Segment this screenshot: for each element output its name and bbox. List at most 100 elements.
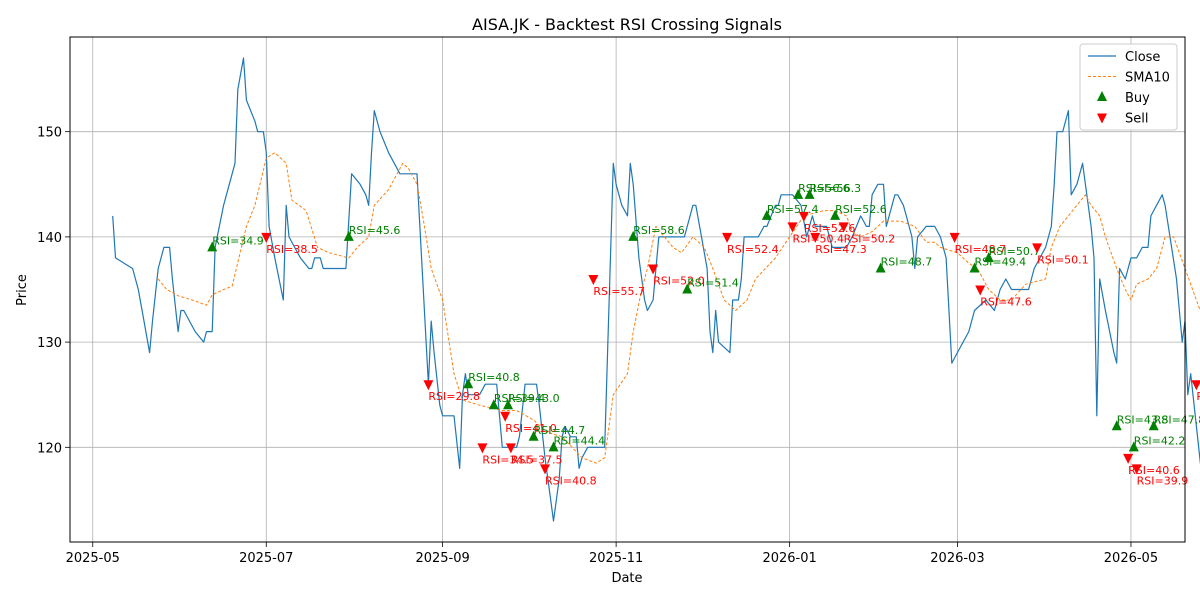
sell-marker: [838, 222, 849, 233]
sell-marker: [1123, 453, 1134, 464]
buy-marker: [463, 378, 474, 389]
sell-marker: [505, 443, 516, 454]
sell-marker: [423, 380, 434, 391]
sell-rsi-label: RSI=52.0: [653, 274, 705, 287]
buy-marker: [969, 262, 980, 273]
buy-rsi-label: RSI=56.3: [810, 182, 862, 195]
sell-rsi-label: RSI=40.8: [545, 474, 597, 487]
x-tick-label: 2026-01: [762, 551, 816, 566]
y-tick-label: 140: [37, 231, 62, 246]
y-tick-label: 130: [37, 336, 62, 351]
buy-rsi-label: RSI=45.6: [349, 224, 401, 237]
sell-marker: [975, 285, 986, 296]
buy-rsi-label: RSI=51.4: [687, 277, 739, 290]
buy-marker: [793, 188, 804, 199]
buy-marker: [528, 430, 539, 441]
legend-label: Close: [1125, 50, 1160, 65]
buy-marker: [1148, 420, 1159, 431]
buy-rsi-label: RSI=44.4: [554, 434, 606, 447]
buy-rsi-label: RSI=52.6: [835, 203, 887, 216]
sell-rsi-label: RSI=34.5: [482, 453, 534, 466]
buy-rsi-label: RSI=40.8: [468, 371, 520, 384]
close-price-line: [112, 57, 1200, 522]
sell-rsi-label: RSI=50.2: [844, 232, 896, 245]
sell-marker: [500, 411, 511, 422]
buy-marker: [548, 441, 559, 452]
buy-rsi-label: RSI=47.8: [1154, 413, 1200, 426]
x-axis-title: Date: [611, 571, 642, 586]
sell-rsi-label: RSI=52.4: [727, 243, 779, 256]
x-tick-label: 2025-09: [415, 551, 469, 566]
buy-marker: [488, 399, 499, 410]
sell-marker: [648, 264, 659, 275]
sell-marker: [1131, 464, 1142, 475]
buy-marker: [503, 399, 514, 410]
sell-marker: [722, 232, 733, 243]
sell-marker: [798, 211, 809, 222]
buy-marker: [343, 230, 354, 241]
y-tick-label: 120: [37, 441, 62, 456]
buy-rsi-label: RSI=44.7: [534, 424, 586, 437]
y-tick-label: 150: [37, 126, 62, 141]
chart-title: AISA.JK - Backtest RSI Crossing Signals: [472, 15, 782, 34]
buy-marker: [1128, 441, 1139, 452]
x-tick-label: 2025-11: [589, 551, 643, 566]
y-axis-title: Price: [15, 274, 30, 306]
buy-rsi-label: RSI=57.4: [767, 203, 819, 216]
buy-marker: [207, 241, 218, 252]
sell-rsi-label: RSI=50.1: [1037, 253, 1089, 266]
buy-marker: [682, 283, 693, 294]
legend: Close SMA10 Buy Sell: [1079, 43, 1178, 131]
sell-rsi-label: RSI=38.5: [266, 243, 318, 256]
sell-marker: [949, 232, 960, 243]
legend-label: SMA10: [1125, 71, 1170, 86]
sell-marker: [477, 443, 488, 454]
sell-rsi-label: RSI=55.7: [593, 285, 645, 298]
sell-marker: [540, 464, 551, 475]
legend-buy-icon: [1097, 91, 1107, 101]
sell-rsi-label: RSI=48.7: [955, 243, 1007, 256]
buy-marker: [1111, 420, 1122, 431]
sell-rsi-label: RSI=37.5: [511, 453, 563, 466]
buy-rsi-label: RSI=34.9: [212, 234, 264, 247]
sell-rsi-label: RSI=29.8: [428, 390, 480, 403]
buy-marker: [804, 188, 815, 199]
x-tick-label: 2026-03: [930, 551, 984, 566]
legend-sell-icon: [1097, 113, 1107, 124]
x-tick-label: 2025-07: [239, 551, 293, 566]
legend-label: Buy: [1125, 91, 1150, 106]
sell-marker: [1191, 380, 1200, 391]
buy-rsi-label: RSI=56.6: [798, 182, 850, 195]
buy-marker: [761, 209, 772, 220]
sell-rsi-label: RSI=47.6: [980, 296, 1032, 309]
series-layer: [112, 57, 1200, 522]
legend-label: Sell: [1125, 112, 1148, 127]
grid-layer: [70, 37, 1185, 542]
buy-marker: [983, 251, 994, 262]
buy-marker: [875, 262, 886, 273]
sma10-line: [157, 152, 1200, 464]
buy-rsi-label: RSI=43.0: [508, 392, 560, 405]
sell-marker: [261, 232, 272, 243]
buy-rsi-label: RSI=43.8: [1117, 413, 1169, 426]
buy-rsi-label: RSI=50.7: [989, 245, 1041, 258]
buy-marker: [628, 230, 639, 241]
buy-rsi-label: RSI=58.6: [633, 224, 685, 237]
buy-rsi-label: RSI=48.7: [881, 255, 933, 268]
plot-area-frame: [69, 36, 1186, 543]
x-tick-label: 2026-05: [1104, 551, 1158, 566]
sell-rsi-label: RSI=41.0: [505, 422, 557, 435]
buy-marker: [830, 209, 841, 220]
sell-rsi-label: RSI=40.6: [1128, 464, 1180, 477]
sell-marker: [588, 274, 599, 285]
legend-box: [1079, 43, 1178, 131]
sell-rsi-label: RSI=47.3: [815, 243, 867, 256]
axis-layer: 2025-05 2025-07 2025-09 2025-11 2026-01 2026-…: [37, 126, 1158, 566]
buy-rsi-label: RSI=42.2: [1134, 434, 1186, 447]
sell-rsi-label: RSI=50.4: [792, 232, 844, 245]
sell-marker: [1032, 243, 1043, 254]
sell-rsi-label: RSI=49.6: [1196, 390, 1200, 403]
